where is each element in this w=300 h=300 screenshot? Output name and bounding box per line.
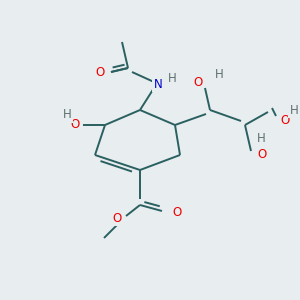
Text: O: O — [96, 65, 105, 79]
Text: O: O — [257, 148, 266, 161]
Text: O: O — [280, 113, 289, 127]
Text: H: H — [290, 103, 298, 116]
Text: O: O — [71, 118, 80, 131]
Text: O: O — [194, 76, 203, 88]
Text: H: H — [168, 71, 176, 85]
Text: O: O — [172, 206, 181, 220]
Text: H: H — [214, 68, 224, 80]
Text: H: H — [257, 133, 266, 146]
Text: O: O — [113, 212, 122, 224]
Text: N: N — [154, 77, 162, 91]
Text: H: H — [63, 109, 71, 122]
